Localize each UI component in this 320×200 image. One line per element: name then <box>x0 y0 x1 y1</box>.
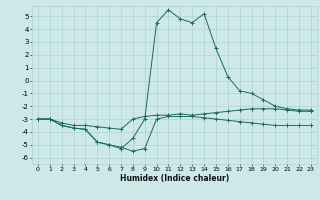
X-axis label: Humidex (Indice chaleur): Humidex (Indice chaleur) <box>120 174 229 183</box>
